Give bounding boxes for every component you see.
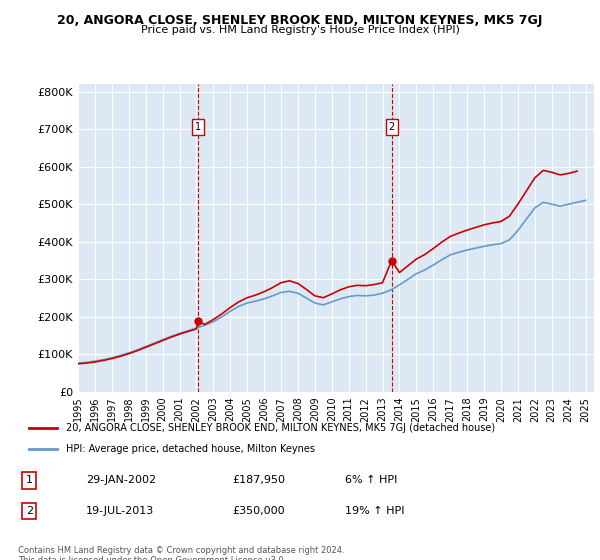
- Text: 20, ANGORA CLOSE, SHENLEY BROOK END, MILTON KEYNES, MK5 7GJ (detached house): 20, ANGORA CLOSE, SHENLEY BROOK END, MIL…: [66, 423, 495, 433]
- Text: 2: 2: [26, 506, 33, 516]
- Text: 6% ↑ HPI: 6% ↑ HPI: [345, 475, 397, 485]
- Text: 1: 1: [195, 122, 201, 132]
- Text: £350,000: £350,000: [232, 506, 285, 516]
- Text: 20, ANGORA CLOSE, SHENLEY BROOK END, MILTON KEYNES, MK5 7GJ: 20, ANGORA CLOSE, SHENLEY BROOK END, MIL…: [58, 14, 542, 27]
- Text: £187,950: £187,950: [232, 475, 286, 485]
- Text: 2: 2: [389, 122, 395, 132]
- Text: Price paid vs. HM Land Registry's House Price Index (HPI): Price paid vs. HM Land Registry's House …: [140, 25, 460, 35]
- Text: HPI: Average price, detached house, Milton Keynes: HPI: Average price, detached house, Milt…: [66, 444, 315, 454]
- Text: 1: 1: [26, 475, 33, 485]
- Text: 19-JUL-2013: 19-JUL-2013: [86, 506, 154, 516]
- Text: 29-JAN-2002: 29-JAN-2002: [86, 475, 156, 485]
- Text: 19% ↑ HPI: 19% ↑ HPI: [345, 506, 404, 516]
- Text: Contains HM Land Registry data © Crown copyright and database right 2024.
This d: Contains HM Land Registry data © Crown c…: [18, 546, 344, 560]
